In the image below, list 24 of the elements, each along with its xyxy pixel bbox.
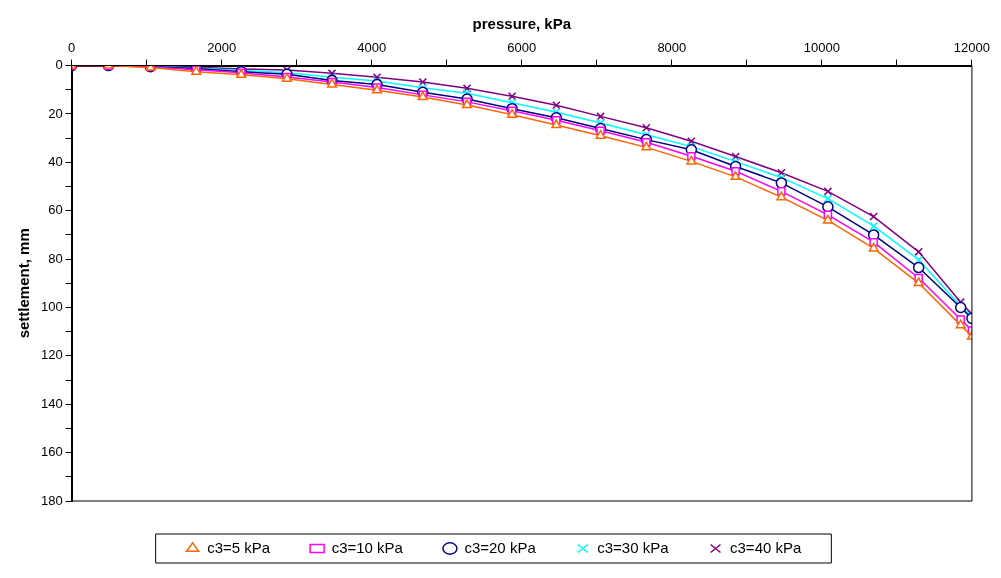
y-tick-label: 180 [40,492,63,508]
legend-label: c3=10 kPa [331,538,404,556]
y-axis-title: settlement, mm [15,228,33,339]
x-tick-label: 12000 [953,40,990,56]
y-tick-label: 80 [48,250,63,266]
y-tick-label: 140 [40,395,63,411]
x-axis-title: pressure, kPa [472,15,572,33]
legend-label: c3=20 kPa [464,538,537,556]
x-tick-label: 8000 [657,40,687,56]
x-tick-label: 2000 [207,40,237,56]
y-tick-label: 40 [48,153,63,169]
y-tick-label: 60 [48,202,63,218]
y-tick-label: 0 [55,57,63,73]
legend-label: c3=30 kPa [597,538,670,556]
x-tick-label: 10000 [803,40,840,56]
x-tick-label: 0 [68,40,76,56]
y-tick-label: 20 [48,105,63,121]
legend-label: c3=40 kPa [730,538,802,556]
legend-label: c3=5 kPa [207,538,271,556]
x-tick-label: 6000 [507,40,537,56]
y-tick-label: 160 [40,444,63,460]
y-tick-label: 120 [40,347,63,363]
x-tick-label: 4000 [357,40,387,56]
y-tick-label: 100 [40,299,63,315]
